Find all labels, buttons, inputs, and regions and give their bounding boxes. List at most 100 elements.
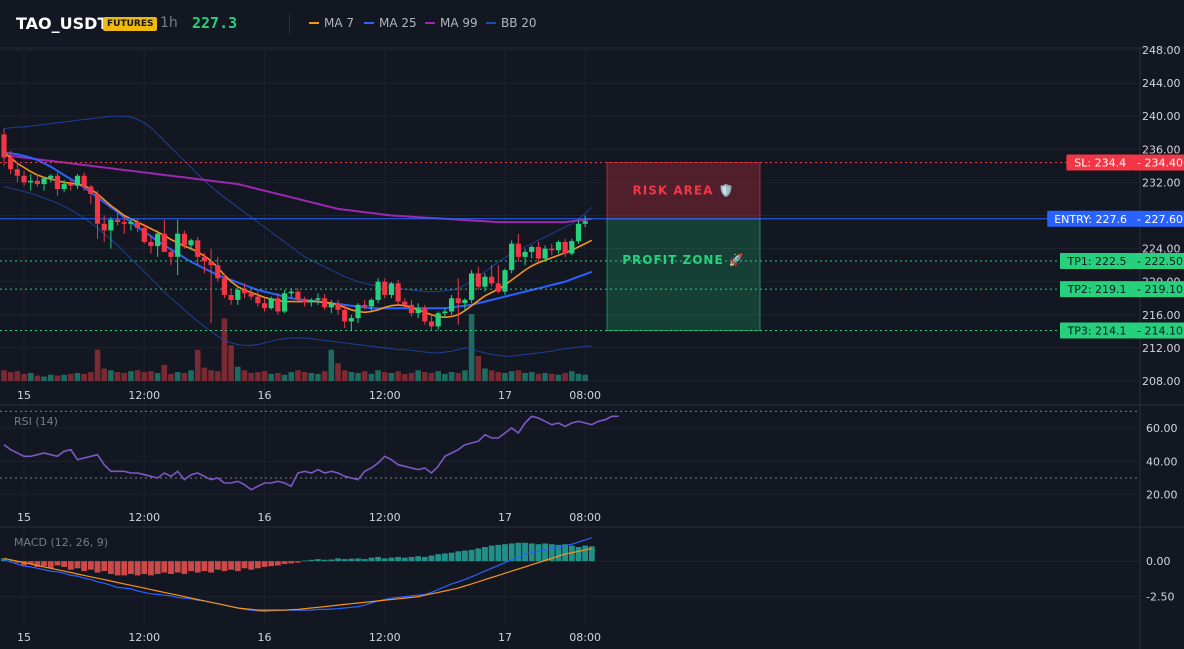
level-tag-label: TP2: 219.1 bbox=[1066, 283, 1126, 296]
candle-body bbox=[221, 278, 228, 295]
volume-bar bbox=[428, 372, 435, 381]
macd-histogram-bar bbox=[502, 544, 508, 562]
candle-body bbox=[569, 241, 575, 254]
candle-body bbox=[335, 303, 341, 310]
candle-body bbox=[81, 175, 87, 187]
volume-bar bbox=[475, 355, 482, 381]
macd-histogram-bar bbox=[588, 546, 595, 562]
timeframe-label[interactable]: 1h bbox=[160, 15, 178, 31]
candle-body bbox=[255, 296, 261, 304]
candle-body bbox=[435, 313, 441, 327]
macd-histogram-bar bbox=[408, 556, 415, 562]
candle-body bbox=[428, 321, 435, 327]
volume-bar bbox=[228, 345, 234, 381]
volume-bar bbox=[181, 372, 188, 381]
macd-signal-line bbox=[3, 547, 592, 611]
risk-area-label: RISK AREA 🛡️ bbox=[633, 184, 735, 198]
level-tag-box bbox=[1066, 154, 1134, 171]
macd-histogram-bar bbox=[475, 548, 482, 562]
legend-label: MA 99 bbox=[440, 16, 478, 30]
macd-histogram-bar bbox=[308, 559, 315, 562]
macd-histogram-bar bbox=[462, 550, 468, 562]
candle-body bbox=[469, 273, 475, 300]
candle-body bbox=[48, 175, 54, 179]
candle-body bbox=[168, 251, 174, 257]
legend-ma99[interactable]: MA 99 bbox=[425, 16, 478, 30]
macd-histogram-bar bbox=[21, 561, 27, 566]
macd-histogram-bar bbox=[201, 561, 208, 572]
legend-swatch bbox=[309, 22, 319, 24]
candle-body bbox=[415, 308, 421, 314]
macd-histogram-bar bbox=[121, 561, 128, 576]
volume-bar bbox=[27, 372, 34, 381]
legend-ma7[interactable]: MA 7 bbox=[309, 16, 354, 30]
volume-bar bbox=[321, 371, 328, 381]
ma7-line bbox=[3, 151, 593, 319]
candle-body bbox=[489, 276, 495, 284]
profit-zone bbox=[606, 218, 761, 332]
macd-histogram-bar bbox=[228, 561, 235, 570]
candle-body bbox=[215, 265, 221, 279]
macd-histogram-bar bbox=[335, 558, 341, 562]
macd-histogram-bar bbox=[542, 543, 548, 562]
macd-histogram-bar bbox=[548, 544, 555, 562]
volume-bar bbox=[569, 371, 575, 381]
macd-histogram-bar bbox=[1, 558, 7, 562]
price-tag-label: - 222.50 bbox=[1137, 255, 1183, 268]
volume-bar bbox=[74, 372, 81, 381]
level-tag-box bbox=[1060, 253, 1134, 270]
macd-histogram-bar bbox=[181, 561, 188, 574]
volume-bar bbox=[1, 370, 7, 381]
trade-levels bbox=[0, 162, 1140, 332]
macd-histogram-bar bbox=[14, 561, 21, 563]
candle-body bbox=[248, 293, 254, 297]
candle-body bbox=[582, 221, 588, 224]
bollinger-bands bbox=[3, 115, 593, 357]
volume-bar bbox=[255, 372, 261, 381]
bollinger-upper bbox=[3, 115, 593, 293]
price-tick-label: 208.00 bbox=[1142, 375, 1181, 388]
volume-bar bbox=[248, 372, 254, 381]
volume-bar bbox=[34, 375, 41, 381]
macd-histogram-bar bbox=[361, 559, 368, 562]
candle-body bbox=[502, 270, 508, 292]
volume-bar bbox=[141, 372, 148, 381]
volume-bar bbox=[395, 371, 401, 381]
candle-body bbox=[535, 246, 541, 259]
candle-body bbox=[88, 186, 94, 194]
price-tick-label: 236.00 bbox=[1142, 143, 1181, 156]
rsi-line bbox=[3, 415, 619, 491]
legend-swatch bbox=[486, 22, 496, 24]
legend-ma25[interactable]: MA 25 bbox=[364, 16, 417, 30]
volume-bar bbox=[535, 373, 542, 381]
time-tick-label: 15 bbox=[17, 389, 31, 402]
volume-bar bbox=[161, 364, 168, 381]
symbol-title[interactable]: TAO_USDT bbox=[16, 14, 109, 33]
candle-body bbox=[529, 246, 535, 252]
candle-body bbox=[161, 233, 167, 252]
volume-bar bbox=[408, 372, 415, 381]
candle-body bbox=[281, 293, 288, 312]
rsi-title: RSI (14) bbox=[14, 415, 58, 428]
volume-bar bbox=[435, 371, 441, 381]
volume-bar bbox=[375, 370, 381, 381]
chart-header: TAO_USDT FUTURES 1h 227.3 MA 7 MA 25 MA … bbox=[0, 0, 1184, 48]
legend-bb20[interactable]: BB 20 bbox=[486, 16, 537, 30]
candle-body bbox=[141, 227, 147, 242]
chart-grid bbox=[0, 47, 1184, 625]
volume-bar bbox=[335, 363, 341, 381]
bollinger-lower bbox=[3, 186, 592, 357]
candle-body bbox=[509, 243, 515, 271]
candle-body bbox=[395, 283, 401, 302]
candle-body bbox=[21, 175, 27, 183]
candle-body bbox=[315, 298, 321, 300]
volume-bar bbox=[81, 373, 87, 381]
futures-badge: FUTURES bbox=[103, 17, 158, 31]
macd-histogram-bar bbox=[248, 561, 255, 570]
candle-body bbox=[228, 294, 234, 300]
ma99-line bbox=[3, 154, 592, 224]
level-tag-label: TP3: 214.1 bbox=[1066, 325, 1126, 338]
macd-histogram-bar bbox=[482, 547, 488, 562]
macd-histogram-bar bbox=[401, 557, 408, 562]
